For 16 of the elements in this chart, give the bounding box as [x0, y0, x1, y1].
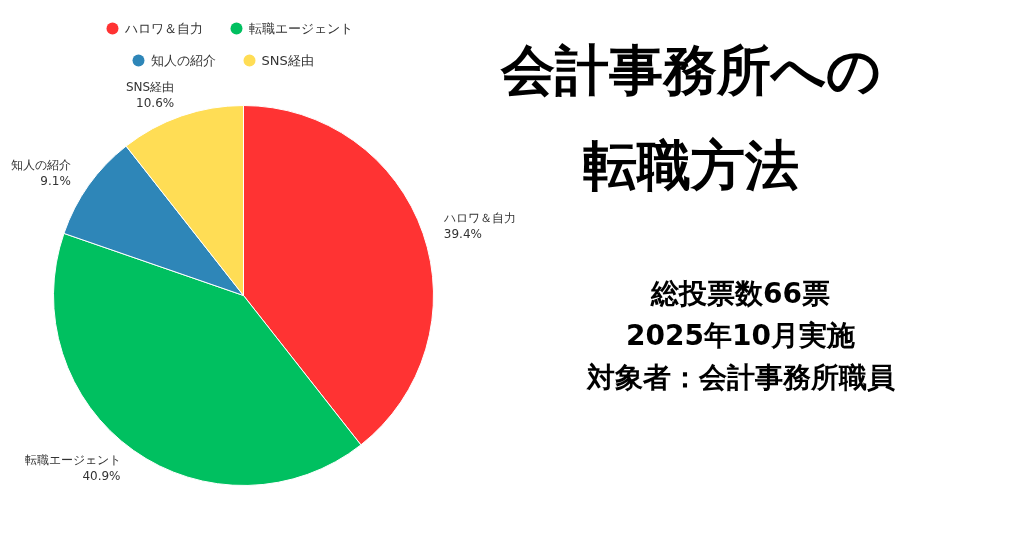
slice-label: 転職エージェント — [24, 453, 121, 468]
slice-label: 知人の紹介 — [10, 157, 71, 172]
legend-label: 知人の紹介 — [150, 53, 216, 68]
text: 総投票数66票 — [650, 277, 830, 310]
data-label: 40.9% — [82, 469, 121, 484]
slice-label: ハロワ＆自力 — [442, 211, 516, 226]
legend-label: ハロワ＆自力 — [123, 21, 203, 36]
text: 会計事務所への転職方法 — [499, 39, 881, 197]
data-label: 39.4% — [443, 227, 482, 242]
data-label: 9.1% — [40, 173, 71, 188]
data-label: 10.6% — [136, 96, 175, 111]
text: 対象者：会計事務所職員 — [585, 361, 895, 394]
text: 2025年10月実施 — [626, 319, 855, 352]
slice-label: SNS経由 — [125, 80, 175, 95]
legend-label: SNS経由 — [261, 53, 314, 68]
legend-label: 転職エージェント — [248, 21, 353, 36]
